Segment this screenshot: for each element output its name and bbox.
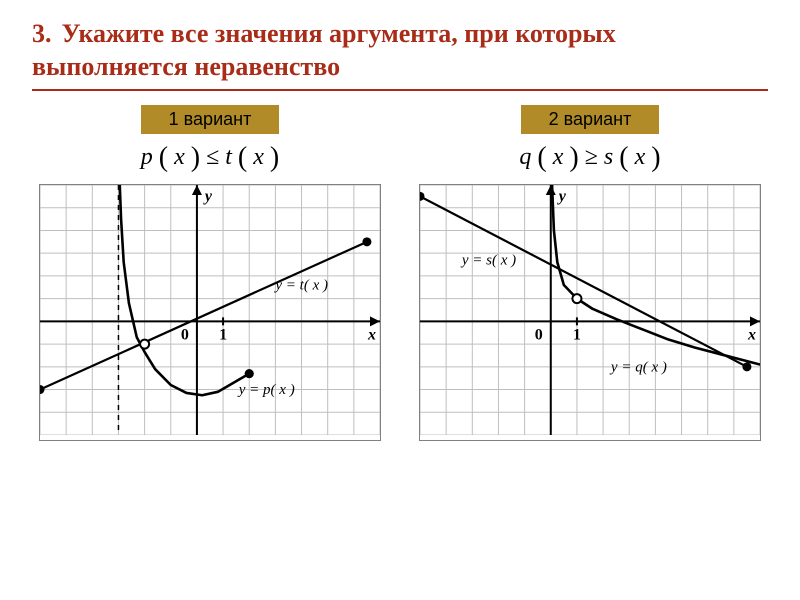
title-divider [32, 89, 768, 91]
page-title: 3.Укажите все значения аргумента, при ко… [32, 18, 768, 83]
svg-text:0: 0 [181, 326, 189, 343]
chart-2-svg: y x 0 1 y = s( x ) y = q( x ) [420, 185, 760, 435]
svg-text:y = s( x ): y = s( x ) [460, 253, 516, 269]
svg-text:x: x [747, 326, 756, 343]
svg-text:y = p( x ): y = p( x ) [237, 382, 295, 398]
title-text: Укажите все значения аргумента, при кото… [32, 19, 616, 81]
title-bullet: 3. [32, 19, 52, 48]
variant-1-chart: y x 0 1 y = t( x ) y = p( x ) [39, 184, 381, 441]
variant-1: 1 вариант p ( x ) ≤ t ( x ) y x 0 1 y = t( x… [32, 105, 388, 441]
variant-1-equation: p ( x ) ≤ t ( x ) [141, 142, 279, 174]
svg-text:0: 0 [535, 326, 543, 343]
variant-2: 2 вариант q ( x ) ≥ s ( x ) y x 0 1 y = s( x… [412, 105, 768, 441]
content-row: 1 вариант p ( x ) ≤ t ( x ) y x 0 1 y = t( x… [32, 105, 768, 441]
chart-1-svg: y x 0 1 y = t( x ) y = p( x ) [40, 185, 380, 435]
svg-text:y = q( x ): y = q( x ) [609, 359, 667, 375]
svg-text:y: y [557, 188, 567, 205]
variant-2-chart: y x 0 1 y = s( x ) y = q( x ) [419, 184, 761, 441]
variant-1-badge: 1 вариант [141, 105, 280, 134]
variant-2-badge: 2 вариант [521, 105, 660, 134]
svg-text:x: x [367, 326, 376, 343]
svg-text:1: 1 [219, 326, 227, 343]
svg-text:y: y [203, 188, 213, 205]
svg-text:y = t( x ): y = t( x ) [273, 278, 328, 294]
variant-2-equation: q ( x ) ≥ s ( x ) [519, 142, 660, 174]
svg-text:1: 1 [573, 326, 581, 343]
